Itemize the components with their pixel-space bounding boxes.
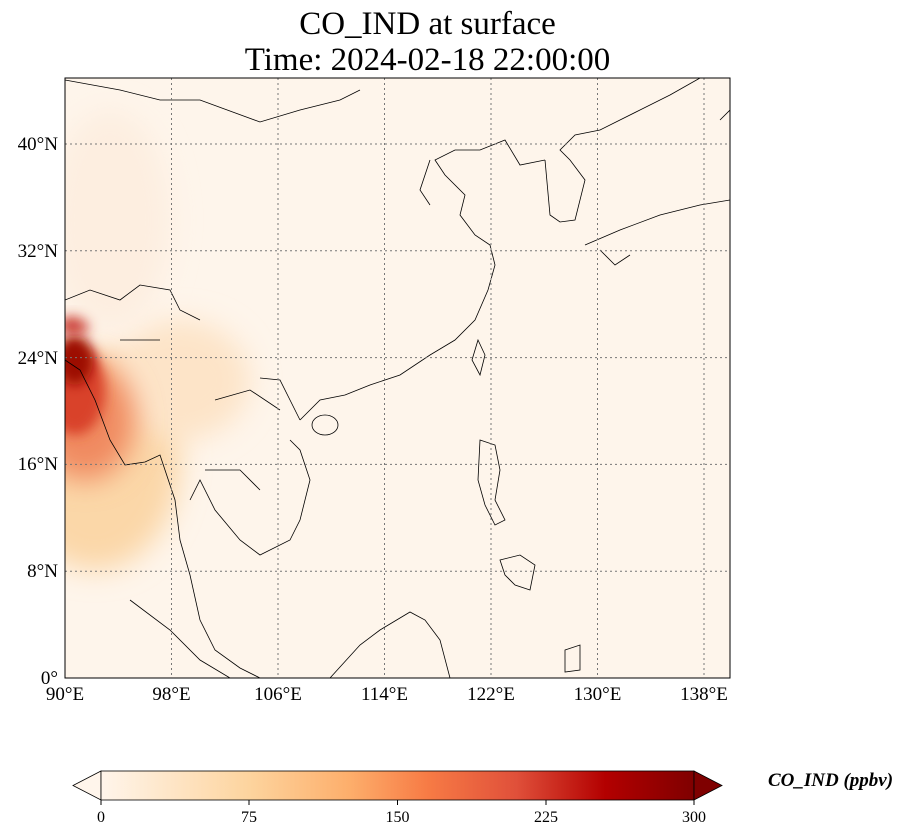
x-tick-label: 98°E: [152, 684, 190, 705]
coastlines: [65, 78, 730, 678]
x-tick-label: 90°E: [46, 684, 84, 705]
colorbar: 0 75 150 225 300: [72, 770, 723, 826]
colorbar-tick: 225: [534, 809, 558, 826]
x-tick-label: 138°E: [680, 684, 728, 705]
y-axis-ticks: 0° 8°N 16°N 24°N 32°N 40°N: [18, 134, 59, 689]
colorbar-tick: 75: [241, 809, 257, 826]
colorbar-tick: 300: [682, 809, 706, 826]
colorbar-extend-min: [72, 770, 102, 801]
map-frame: [64, 77, 731, 679]
map-area: [65, 78, 730, 678]
x-tick-label: 130°E: [574, 684, 622, 705]
colorbar-tick: 150: [386, 809, 410, 826]
concentration-field: [65, 110, 250, 570]
plot-title-time: Time: 2024-02-18 22:00:00: [244, 42, 611, 78]
y-tick-label: 32°N: [18, 241, 59, 262]
gridlines: [65, 78, 730, 678]
x-axis-ticks: 90°E 98°E 106°E 114°E 122°E 130°E 138°E: [46, 684, 728, 705]
y-tick-label: 24°N: [18, 348, 59, 369]
plot-title-variable: CO_IND at surface: [299, 6, 556, 42]
x-tick-label: 106°E: [254, 684, 302, 705]
colorbar-extend-max: [693, 770, 723, 801]
colorbar-tick: 0: [97, 809, 105, 826]
colorbar-gradient: [100, 770, 695, 801]
colorbar-label: CO_IND (ppbv): [768, 770, 894, 791]
x-tick-label: 114°E: [361, 684, 408, 705]
y-tick-label: 0°: [41, 668, 58, 689]
y-tick-label: 8°N: [27, 561, 58, 582]
x-tick-label: 122°E: [467, 684, 515, 705]
y-tick-label: 16°N: [18, 454, 59, 475]
y-tick-label: 40°N: [18, 134, 59, 155]
